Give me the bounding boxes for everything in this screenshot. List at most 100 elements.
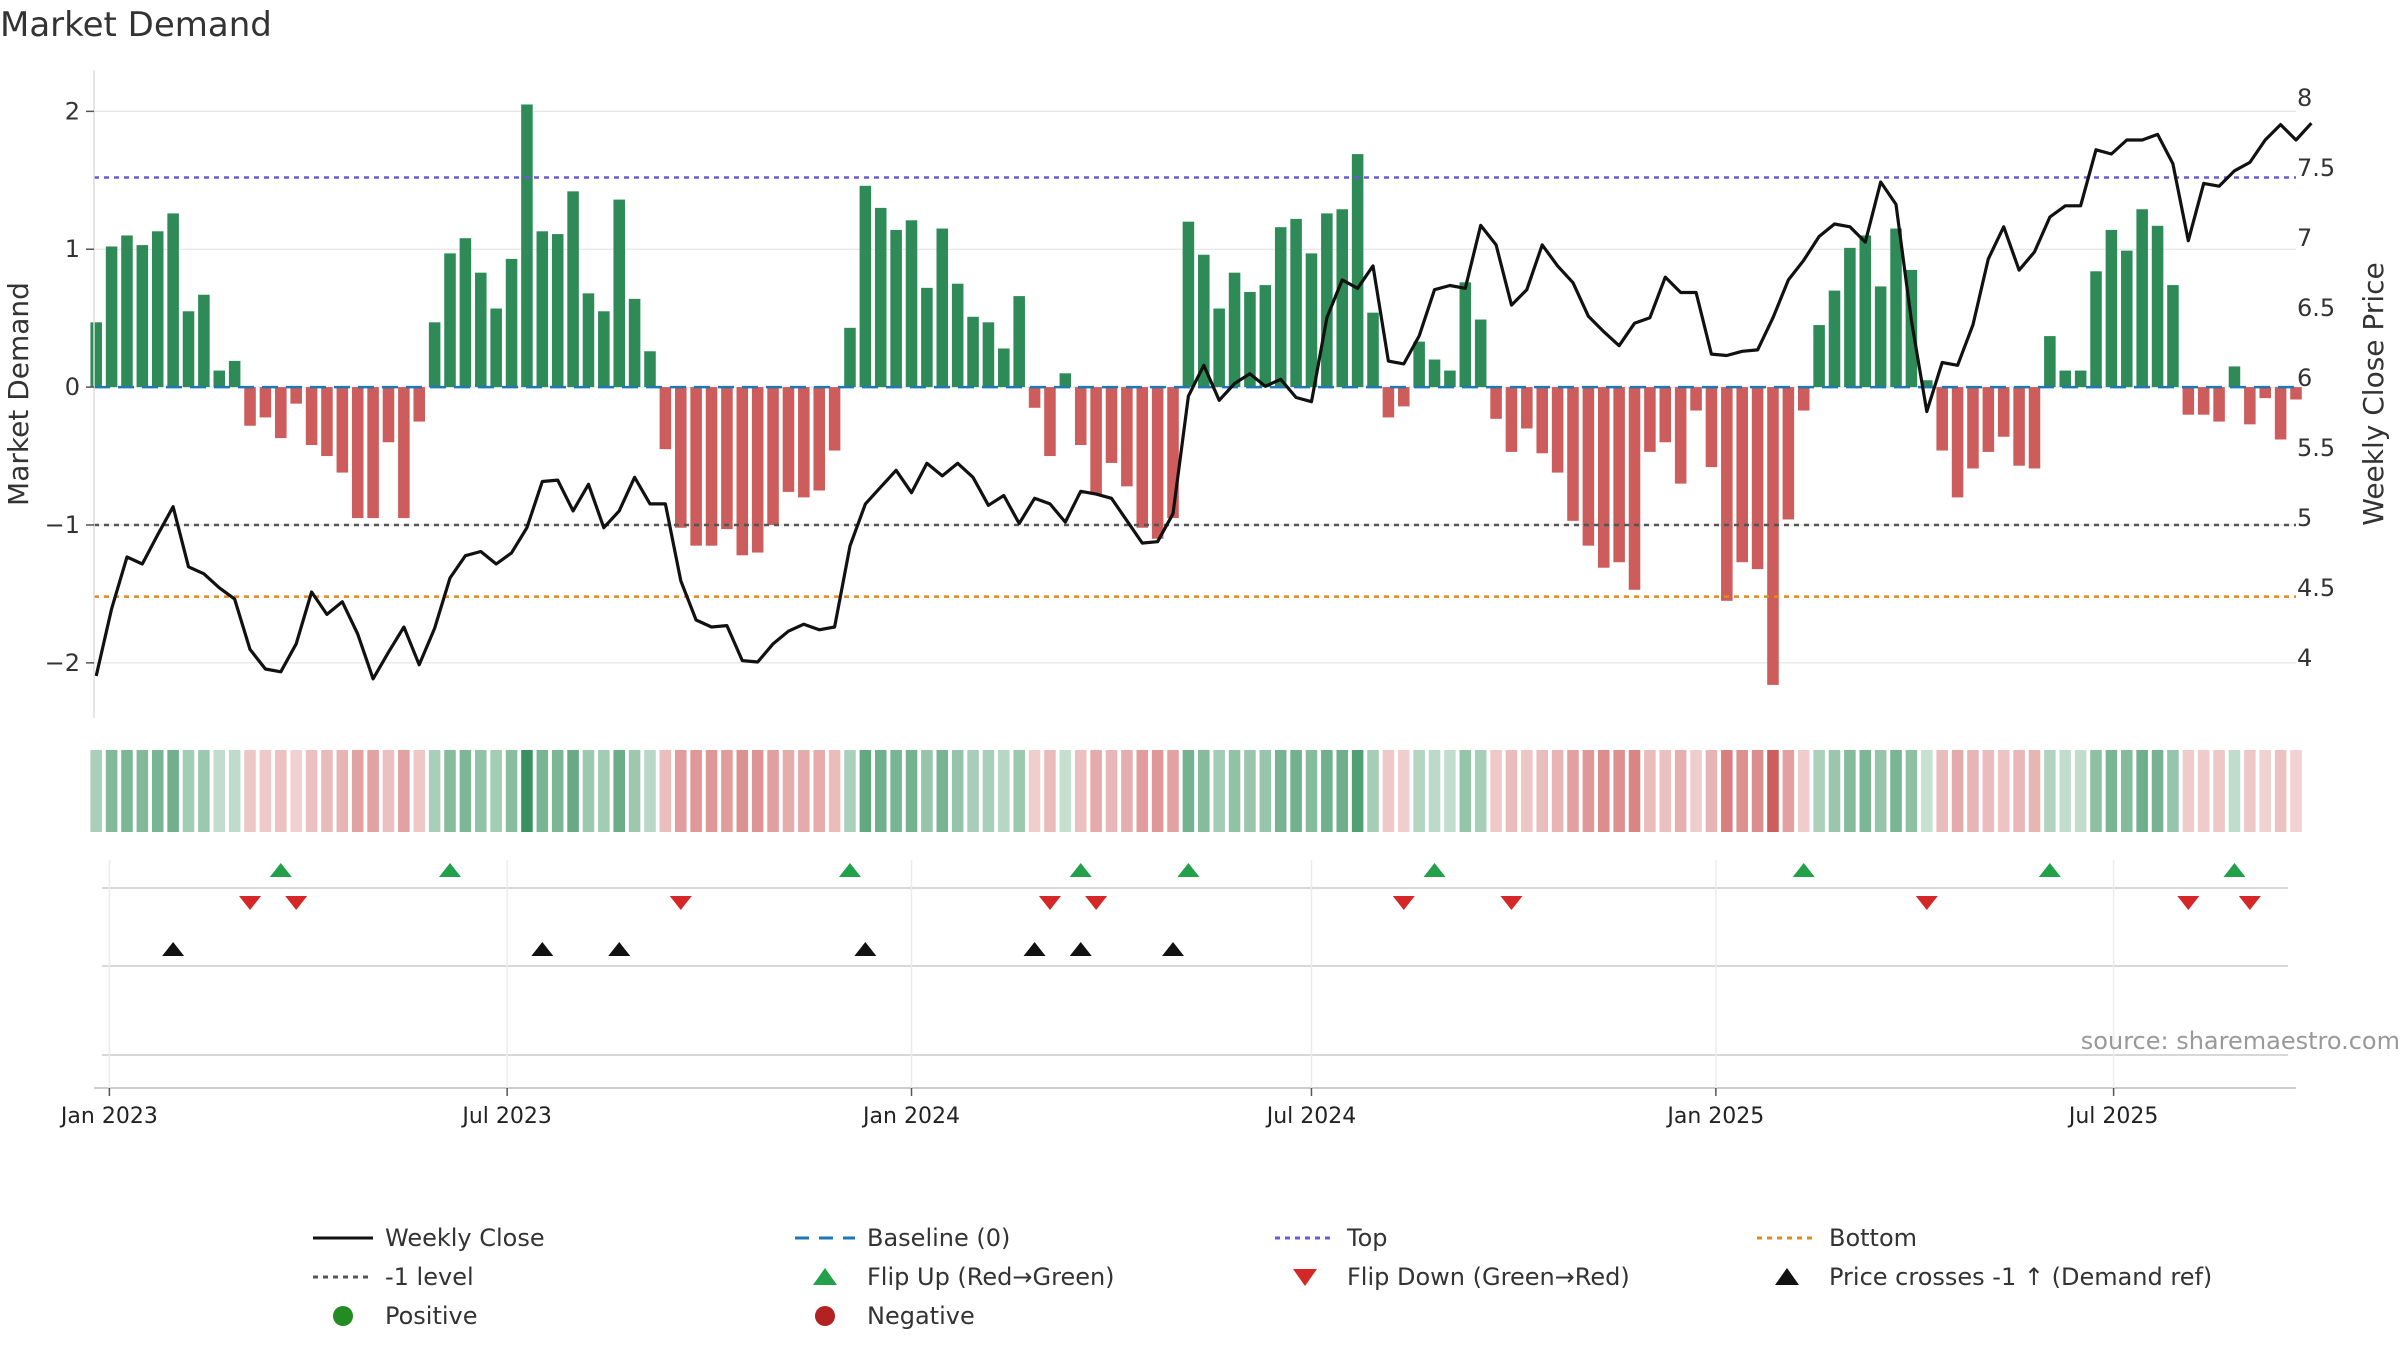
y-tick-label: −2 xyxy=(45,649,80,677)
flip-down-marker xyxy=(1915,896,1938,910)
heat-cell-negative xyxy=(674,750,687,832)
heat-cell-negative xyxy=(2290,750,2302,832)
heat-cell-positive xyxy=(1198,750,1210,832)
demand-bar-negative xyxy=(290,387,302,404)
demand-bar-negative xyxy=(1398,387,1410,407)
heat-cell-negative xyxy=(367,750,379,832)
demand-bar-positive xyxy=(2059,370,2072,388)
demand-bar-negative xyxy=(1044,387,1056,457)
demand-bar-positive xyxy=(1228,272,1241,388)
heat-cell-positive xyxy=(1059,750,1072,832)
heat-cell-positive xyxy=(998,750,1010,832)
demand-bar-negative xyxy=(2259,387,2272,399)
flip-up-marker xyxy=(1423,863,1446,877)
heat-cell-positive xyxy=(213,750,226,832)
heat-cell-positive xyxy=(1182,750,1195,832)
heat-cell-negative xyxy=(1644,750,1656,832)
heat-cell-positive xyxy=(1444,750,1456,832)
legend-swatch-dot xyxy=(815,1306,835,1326)
y2-tick-label: 4 xyxy=(2297,644,2312,672)
y-axis-label: Market Demand xyxy=(2,282,35,506)
demand-bar-negative xyxy=(1567,387,1579,521)
demand-bar-positive xyxy=(1321,213,1333,388)
heat-cell-positive xyxy=(1844,750,1856,832)
heat-cell-positive xyxy=(1859,750,1872,832)
demand-bar-negative xyxy=(1674,387,1687,484)
heat-cell-negative xyxy=(690,750,702,832)
legend-swatch-triangle-up xyxy=(1775,1268,1799,1285)
heat-cell-positive xyxy=(951,750,964,832)
x-tick-label: Jan 2023 xyxy=(59,1104,158,1129)
price-cross-marker xyxy=(162,942,185,956)
demand-bar-negative xyxy=(275,387,287,439)
heat-cell-negative xyxy=(1105,750,1118,832)
heat-cell-negative xyxy=(1044,750,1056,832)
demand-bar-negative xyxy=(1536,387,1548,454)
demand-bar-negative xyxy=(674,387,687,528)
heat-cell-negative xyxy=(1151,750,1164,832)
demand-bar-negative xyxy=(2182,387,2195,415)
demand-bar-positive xyxy=(951,283,964,388)
x-tick-label: Jan 2024 xyxy=(861,1104,960,1129)
demand-bar-positive xyxy=(2090,271,2102,388)
demand-bar-positive xyxy=(1290,218,1302,388)
flip-up-marker xyxy=(2223,863,2246,877)
demand-bar-negative xyxy=(798,387,810,498)
demand-bar-positive xyxy=(151,231,164,388)
heat-cell-positive xyxy=(644,750,656,832)
heat-cell-negative xyxy=(1659,750,1672,832)
demand-bar-negative xyxy=(1705,387,1718,468)
heat-cell-negative xyxy=(2259,750,2272,832)
heat-cell-negative xyxy=(798,750,810,832)
demand-bar-negative xyxy=(1551,387,1564,473)
axes: 2 1 0 −1 −2 8 7.5 7 6.5 6 5.5 5 4.5 4 Market Demand Wee… xyxy=(2,70,2390,718)
heat-cell-negative xyxy=(1490,750,1502,832)
heat-cell-negative xyxy=(828,750,841,832)
demand-bar-positive xyxy=(105,246,118,388)
demand-bar-positive xyxy=(1059,373,1072,388)
y-tick-label: 1 xyxy=(65,235,80,263)
heat-cell-positive xyxy=(2121,750,2133,832)
demand-bar-positive xyxy=(2136,209,2148,388)
heat-cell-negative xyxy=(1090,750,1102,832)
flip-up-marker xyxy=(439,863,462,877)
heat-cell-positive xyxy=(551,750,564,832)
demand-bar-negative xyxy=(321,387,333,457)
heat-cell-positive xyxy=(1213,750,1225,832)
demand-bar-negative xyxy=(2213,387,2225,422)
event-markers xyxy=(102,863,2288,1056)
heat-cell-negative xyxy=(1505,750,1518,832)
y2-tick-label: 5 xyxy=(2297,504,2312,532)
heat-cell-negative xyxy=(2197,750,2210,832)
demand-bar-positive xyxy=(598,311,610,388)
demand-bar-positive xyxy=(428,322,441,388)
heat-cell-negative xyxy=(1751,750,1764,832)
demand-bar-negative xyxy=(1997,387,2010,437)
heat-cell-negative xyxy=(2028,750,2041,832)
flip-up-marker xyxy=(1792,863,1815,877)
heat-cell-negative xyxy=(782,750,795,832)
heat-cell-negative xyxy=(1736,750,1748,832)
heat-cell-negative xyxy=(413,750,426,832)
heat-cell-positive xyxy=(1474,750,1487,832)
heat-cell-positive xyxy=(1244,750,1256,832)
heat-cell-negative xyxy=(275,750,287,832)
demand-bar-negative xyxy=(1751,387,1764,570)
heat-cell-positive xyxy=(2044,750,2056,832)
heat-cell-positive xyxy=(490,750,502,832)
heat-cell-negative xyxy=(1628,750,1641,832)
demand-bar-negative xyxy=(1690,387,1702,411)
heat-cell-positive xyxy=(428,750,441,832)
heat-cell-positive xyxy=(1351,750,1364,832)
heat-cell-positive xyxy=(874,750,887,832)
heat-cell-negative xyxy=(767,750,779,832)
heat-cell-negative xyxy=(321,750,333,832)
heat-cell-negative xyxy=(2274,750,2287,832)
demand-bar-negative xyxy=(1582,387,1595,546)
demand-bar-positive xyxy=(936,228,949,388)
heat-cell-positive xyxy=(613,750,625,832)
legend-swatch-dot xyxy=(333,1306,353,1326)
demand-bar-positive xyxy=(1198,254,1210,388)
flip-down-marker xyxy=(239,896,262,910)
heat-cell-positive xyxy=(2074,750,2087,832)
